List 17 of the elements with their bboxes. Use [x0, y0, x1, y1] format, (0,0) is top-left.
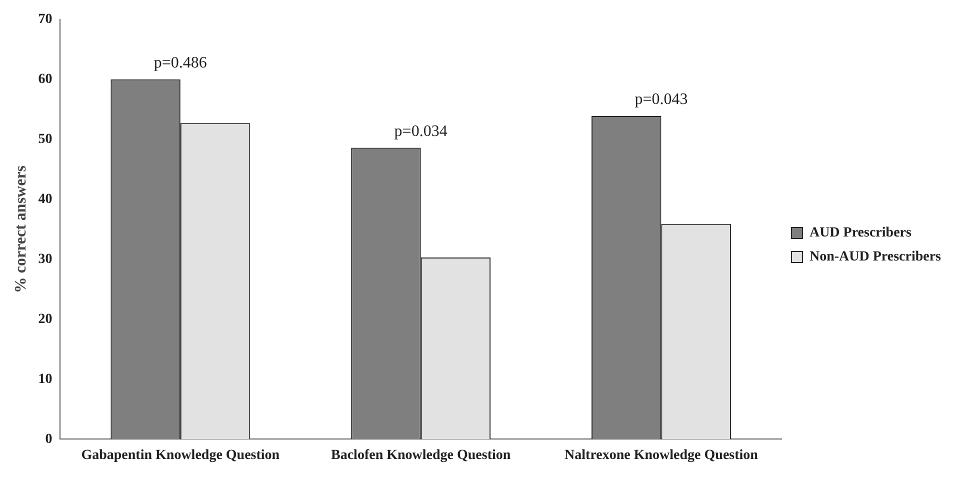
y-tick-label: 50 [38, 132, 52, 147]
y-tick-label: 20 [38, 312, 52, 327]
y-tick-label: 70 [38, 12, 52, 28]
x-tick-label: Naltrexone Knowledge Question [564, 448, 758, 464]
y-axis-title: % correct answers [12, 165, 30, 294]
annotation: p=0.043 [634, 91, 688, 108]
x-tick-label: Baclofen Knowledge Question [330, 448, 511, 464]
y-tick-label: 60 [38, 72, 52, 87]
legend-label: Non-AUD Prescribers [809, 250, 942, 265]
y-tick-label: 30 [38, 252, 52, 267]
legend-label: AUD Prescribers [809, 226, 912, 241]
x-tick-label: Gabapentin Knowledge Question [81, 448, 280, 464]
y-tick-label: 0 [45, 432, 52, 447]
y-tick-label: 40 [38, 192, 52, 207]
annotation: p=0.486 [154, 54, 207, 72]
annotation: p=0.034 [394, 122, 448, 140]
y-tick-label: 10 [38, 372, 52, 387]
